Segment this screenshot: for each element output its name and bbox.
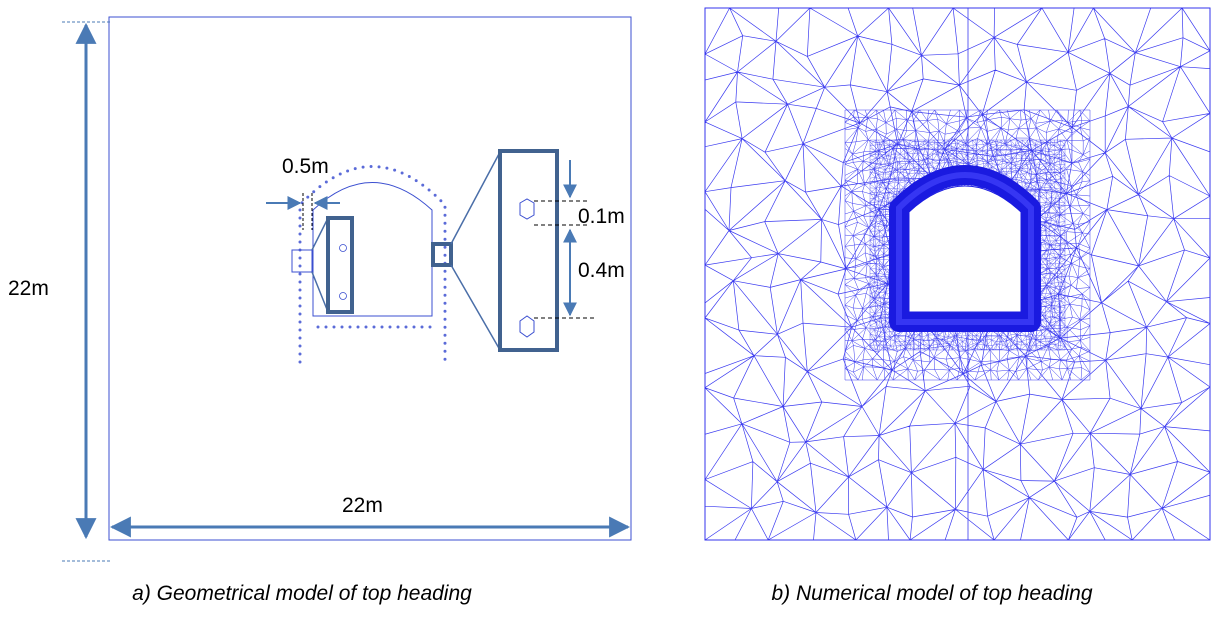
width-label: 22m (342, 494, 383, 517)
small-spacing-label: 0.1m (578, 205, 625, 228)
bolt (520, 199, 534, 219)
height-label: 22m (8, 277, 49, 300)
zoom-line (312, 218, 328, 250)
bolt (520, 316, 534, 337)
page: {"panel_a": {"dimensions": {"height": "2… (0, 0, 1222, 624)
detail-box (433, 244, 451, 265)
gap-label: 0.5m (282, 155, 329, 178)
caption: b) Numerical model of top heading (771, 582, 1092, 605)
detail-box (292, 250, 312, 272)
caption: a) Geometrical model of top heading (132, 582, 472, 605)
tunnel-opening (909, 186, 1021, 312)
bolt-dots (300, 167, 445, 363)
zoom-box (500, 151, 557, 350)
figure: 22m 22m 0.5m 0.1m 0.4m a) Geometrical mo… (0, 0, 1222, 624)
domain-boundary (109, 17, 631, 540)
bolt (340, 245, 347, 252)
large-spacing-label: 0.4m (578, 259, 625, 282)
zoom-line (451, 265, 500, 350)
panel-b: b) Numerical model of top heading (705, 8, 1210, 605)
bolt (340, 293, 347, 300)
panel-a: 22m 22m 0.5m 0.1m 0.4m a) Geometrical mo… (8, 17, 631, 605)
mesh-area (705, 8, 1210, 540)
zoom-line (312, 272, 328, 312)
zoom-line (451, 152, 500, 244)
